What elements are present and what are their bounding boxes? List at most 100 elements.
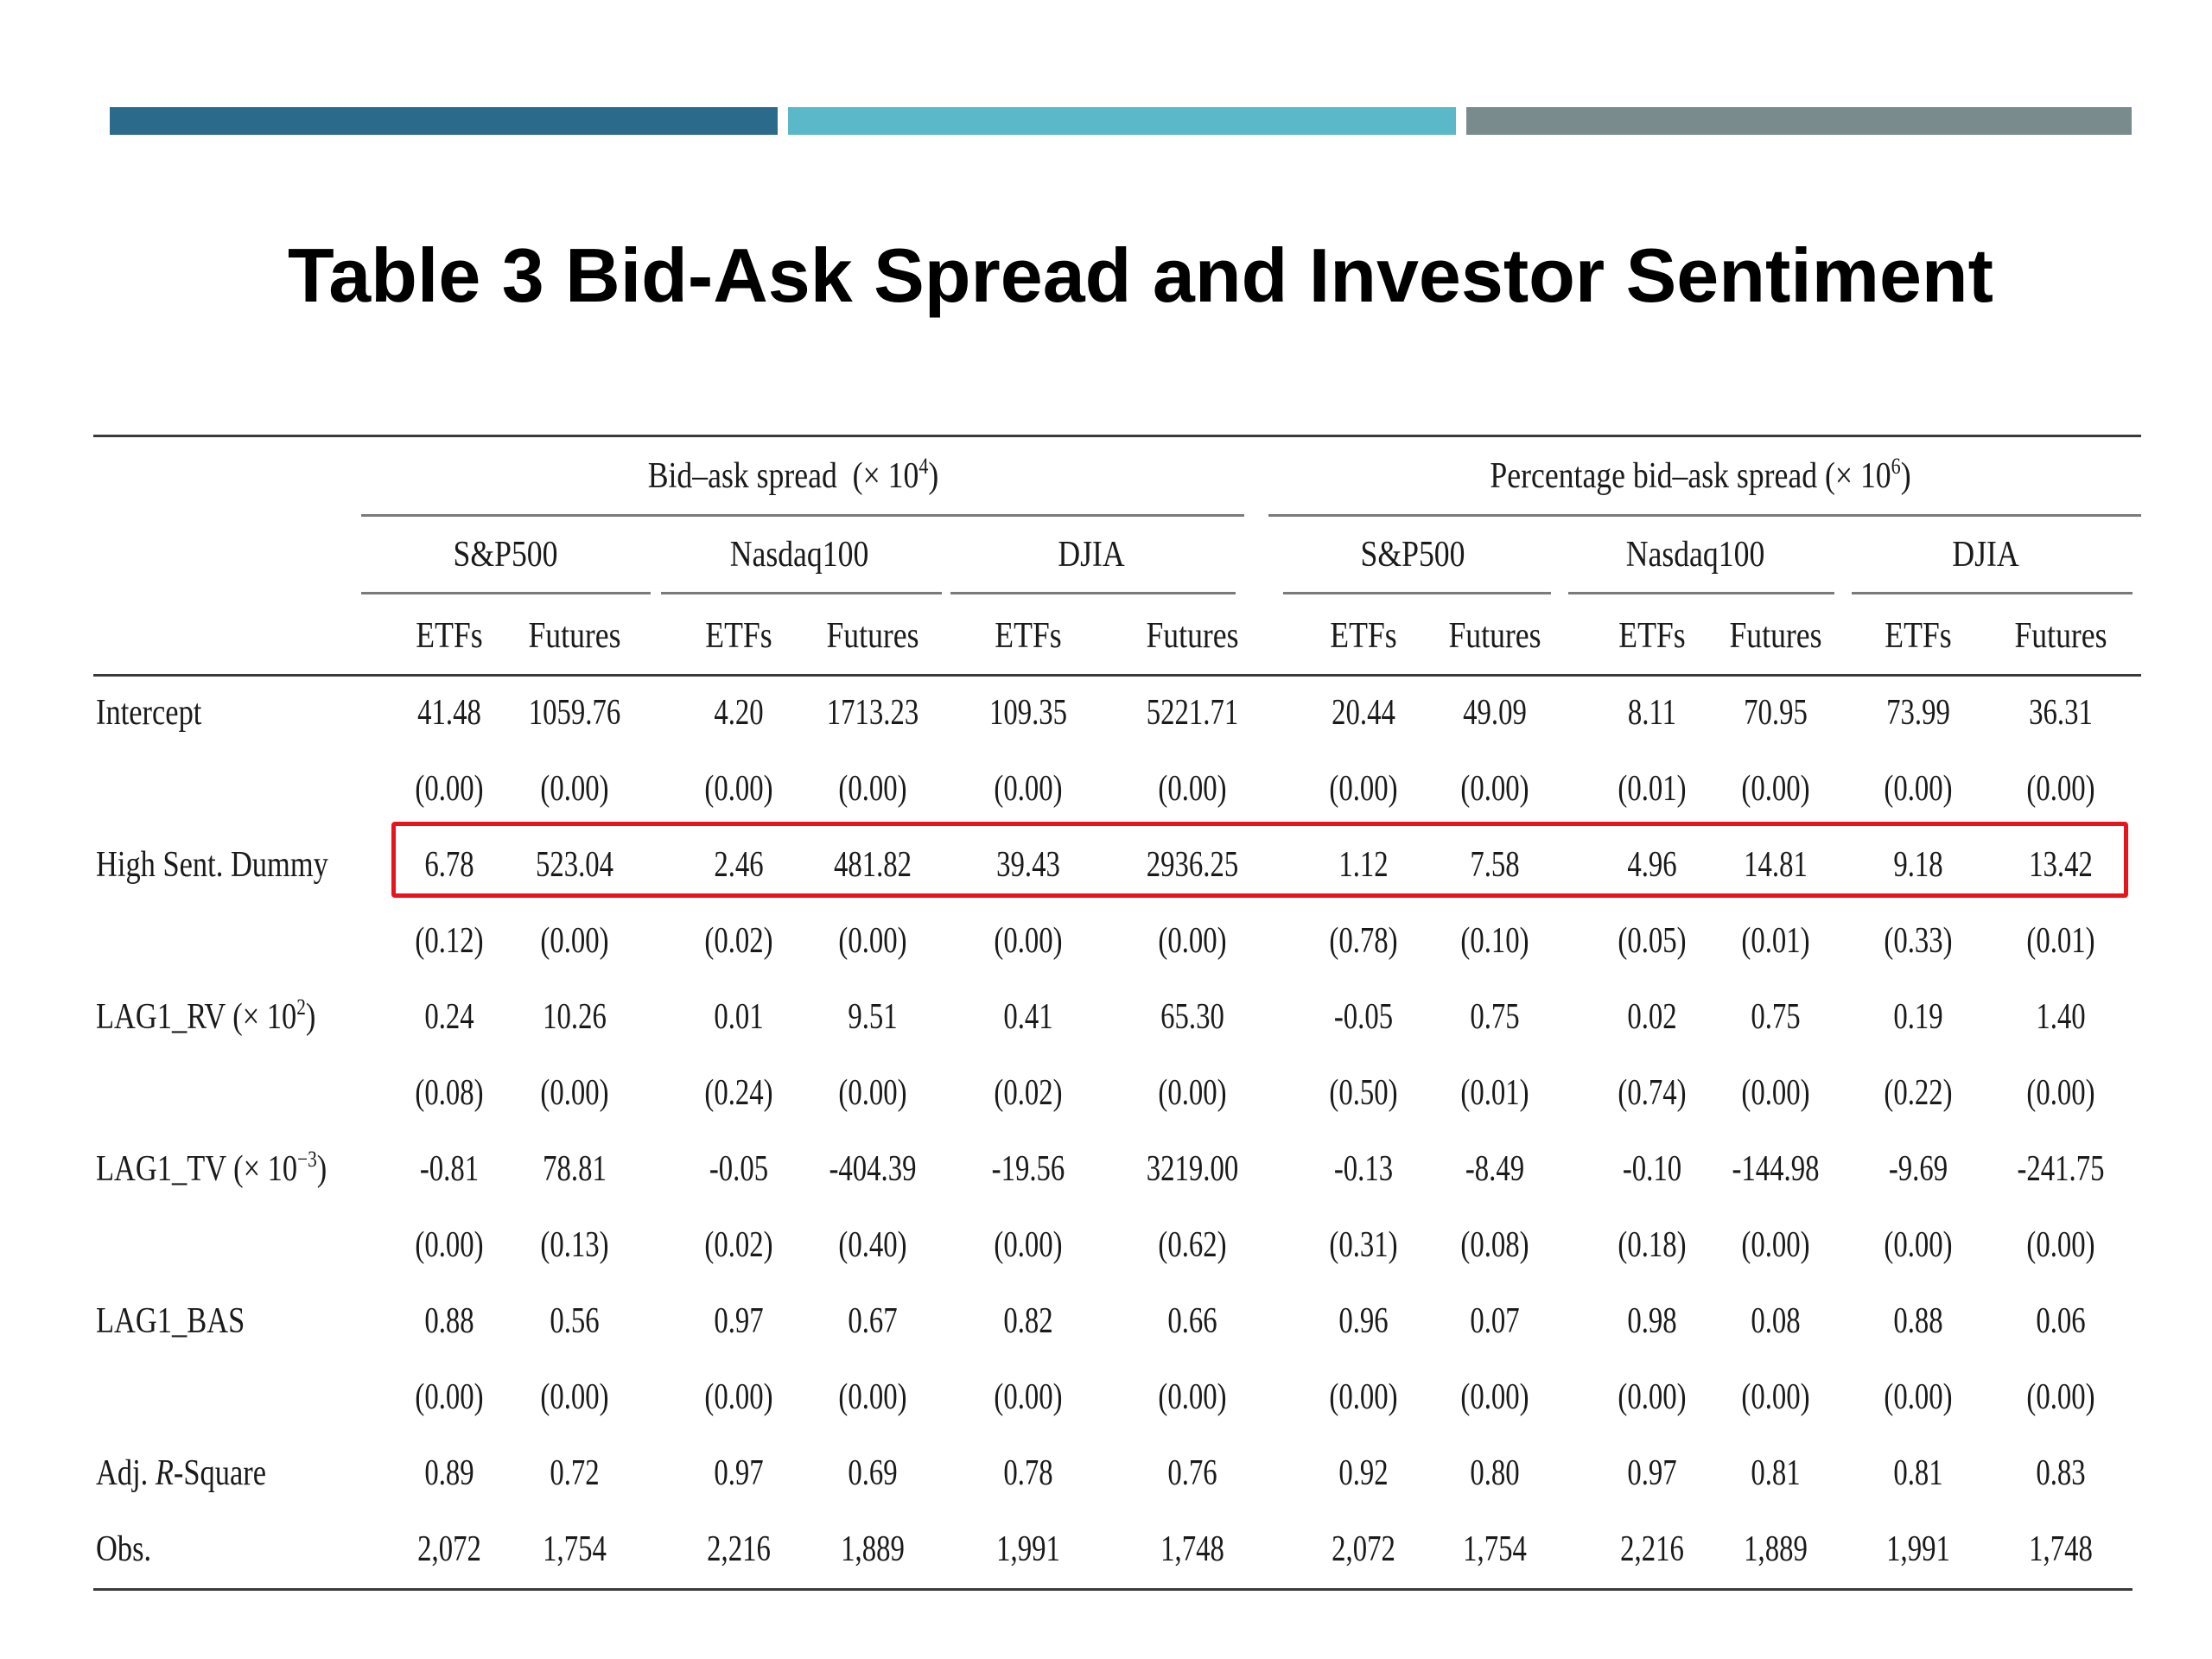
table-cell: (0.00) [704,769,773,809]
subcolumn-header: ETFs [416,616,483,656]
subcolumn-header: Futures [2014,616,2107,656]
table-cell: (0.00) [2026,1377,2095,1417]
table-cell: 2936.25 [1146,845,1239,885]
table-cell: 2,072 [1332,1529,1395,1569]
table-cell: 5221.71 [1146,693,1239,733]
table-cell: (0.01) [1618,769,1687,809]
table-cell: -9.69 [1888,1149,1948,1189]
table-cell: (0.00) [415,769,484,809]
table-cell: 0.88 [424,1301,474,1341]
table-cell: 0.08 [1751,1301,1801,1341]
table-cell: 0.83 [2036,1453,2086,1493]
accent-bar-dark-blue [110,107,778,135]
row-label: LAG1_RV (× 102) [96,995,316,1038]
index-rule-1 [361,592,651,594]
table-cell: (0.00) [415,1377,484,1417]
table-cell: (0.00) [540,921,609,961]
table-cell: (0.24) [704,1073,773,1113]
table-cell: 0.82 [1003,1301,1053,1341]
table-cell: 0.69 [848,1453,898,1493]
table-cell: (0.01) [1741,921,1810,961]
table-cell: (0.00) [540,769,609,809]
table-cell: (0.00) [1618,1377,1687,1417]
index-rule-3 [950,592,1236,594]
table-cell: 14.81 [1744,845,1808,885]
index-header: S&P500 [453,535,558,575]
table-cell: (0.00) [838,769,907,809]
table-cell: -0.13 [1333,1149,1394,1189]
index-rule-4 [1283,592,1551,594]
table-cell: (0.00) [1884,769,1953,809]
table-cell: 0.92 [1338,1453,1389,1493]
row-label: Obs. [96,1529,152,1569]
table-cell: (0.00) [1884,1377,1953,1417]
bottom-rule [93,1588,2133,1591]
table-cell: (0.05) [1618,921,1687,961]
table-cell: 1,889 [841,1529,905,1569]
subcolumn-header: Futures [1448,616,1541,656]
table-cell: 0.81 [1893,1453,1943,1493]
table-cell: 2,072 [417,1529,481,1569]
index-rule-2 [661,592,942,594]
table-cell: 6.78 [424,845,474,885]
table-cell: (0.00) [1884,1225,1953,1265]
table-cell: 2,216 [1620,1529,1684,1569]
table-cell: (0.00) [838,1377,907,1417]
table-cell: (0.22) [1884,1073,1953,1113]
table-cell: (0.00) [1460,1377,1529,1417]
table-cell: (0.02) [704,1225,773,1265]
table-cell: (0.00) [1158,921,1227,961]
index-header: DJIA [1952,535,2019,575]
table-cell: (0.02) [704,921,773,961]
table-cell: 0.67 [848,1301,898,1341]
table-cell: (0.78) [1329,921,1398,961]
table-cell: (0.00) [994,769,1063,809]
subcolumn-header: Futures [826,616,919,656]
table-cell: 49.09 [1463,693,1527,733]
index-header: Nasdaq100 [729,535,869,575]
table-cell: 78.81 [543,1149,607,1189]
row-label: High Sent. Dummy [96,845,328,885]
table-cell: -0.05 [1333,997,1394,1037]
table-cell: (0.13) [540,1225,609,1265]
subcolumn-header: ETFs [1618,616,1686,656]
table-cell: -241.75 [2017,1149,2105,1189]
table-cell: 1.12 [1338,845,1389,885]
table-cell: (0.00) [1329,1377,1398,1417]
table-cell: 20.44 [1332,693,1395,733]
subcolumn-header: Futures [1729,616,1822,656]
table-cell: 1,889 [1744,1529,1808,1569]
subcolumn-header: Futures [528,616,621,656]
table-cell: 8.11 [1627,693,1677,733]
subcolumn-header: ETFs [1330,616,1397,656]
table-cell: 4.96 [1627,845,1677,885]
table-cell: 0.07 [1470,1301,1520,1341]
table-cell: 65.30 [1160,997,1224,1037]
index-header: S&P500 [1360,535,1465,575]
table-cell: 4.20 [714,693,764,733]
table-cell: 2,216 [707,1529,771,1569]
table-cell: 0.97 [714,1453,764,1493]
table-cell: 0.88 [1893,1301,1943,1341]
table-cell: (0.01) [1460,1073,1529,1113]
subcolumn-header: ETFs [995,616,1062,656]
table-cell: 10.26 [543,997,607,1037]
table-cell: 13.42 [2029,845,2093,885]
table-cell: 1,754 [1463,1529,1527,1569]
table-cell: (0.00) [838,1073,907,1113]
table-cell: (0.00) [540,1073,609,1113]
subcolumn-header: ETFs [1885,616,1952,656]
table-cell: 3219.00 [1146,1149,1239,1189]
table-cell: (0.00) [1741,769,1810,809]
table-cell: 0.78 [1003,1453,1053,1493]
table-cell: (0.00) [1329,769,1398,809]
highlight-box [391,822,2128,898]
header-decoration [110,107,2132,135]
table-cell: (0.08) [1460,1225,1529,1265]
table-cell: 0.81 [1751,1453,1801,1493]
row-label: Adj. R-Square [96,1453,267,1493]
table-cell: 0.02 [1627,997,1677,1037]
table-cell: 1,754 [543,1529,607,1569]
accent-bar-gray [1466,107,2132,135]
table-cell: 0.97 [1627,1453,1677,1493]
